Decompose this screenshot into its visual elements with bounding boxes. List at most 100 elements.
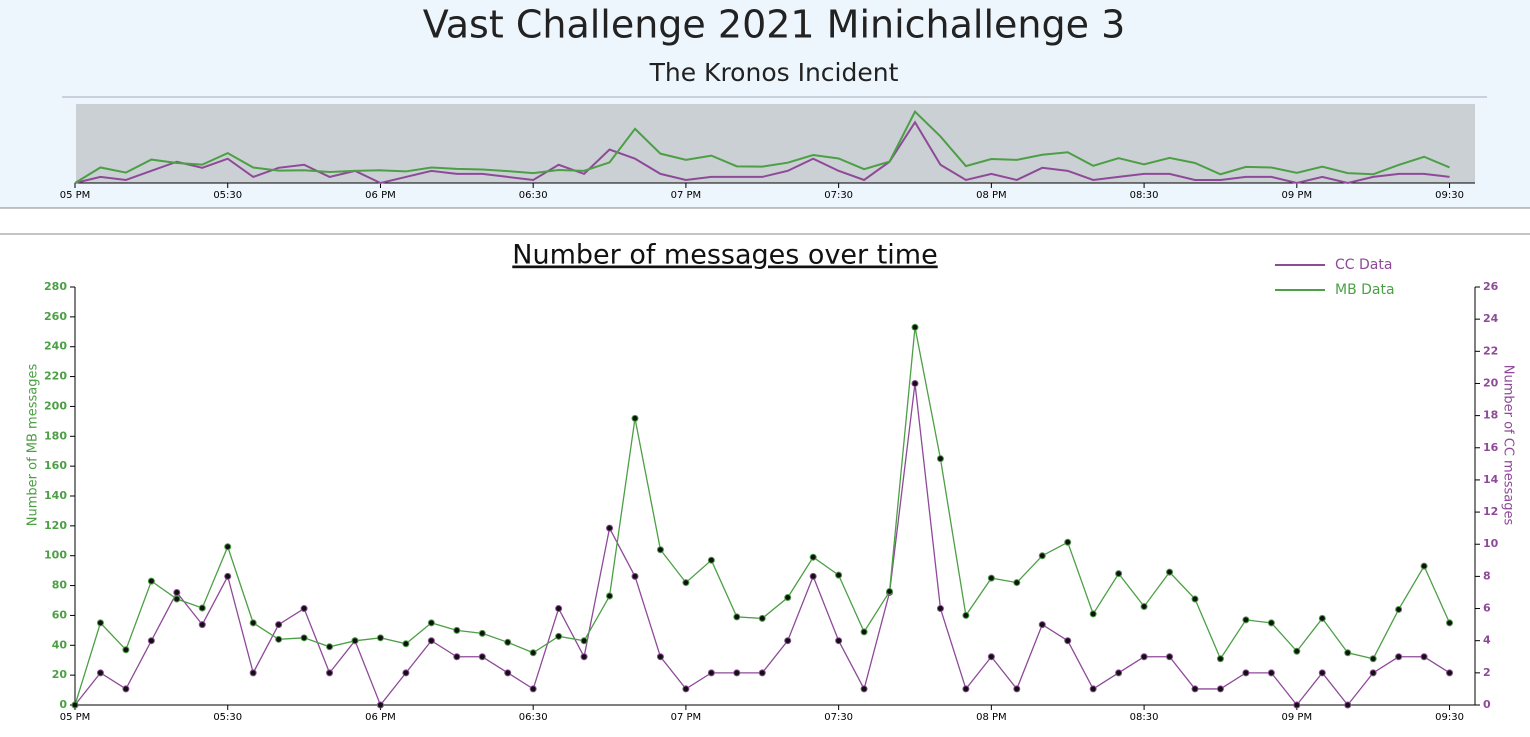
x-tick-label: 07:30 [824,190,853,201]
data-point [173,588,181,596]
data-point [911,323,919,331]
data-point [1140,653,1148,661]
y-tick-label: 140 [44,489,67,502]
data-point [580,653,588,661]
data-point [733,669,741,677]
chart-title: Number of messages over time [512,240,937,271]
y-tick-label: 240 [44,340,67,353]
data-point [147,637,155,645]
y2-tick-label: 16 [1483,441,1499,454]
x-tick-label: 08:30 [1130,712,1159,723]
data-point [275,635,283,643]
y-tick-label: 160 [44,459,67,472]
data-point [555,632,563,640]
y-tick-label: 280 [44,280,67,293]
y-tick-label: 260 [44,310,67,323]
data-point [224,572,232,580]
data-point [1395,605,1403,613]
data-point [1013,579,1021,587]
data-point [682,579,690,587]
data-point [529,649,537,657]
data-point [1369,669,1377,677]
y-tick-label: 0 [59,698,67,711]
data-point [1420,653,1428,661]
data-point [631,414,639,422]
y2-axis-label: Number of CC messages [1501,365,1516,526]
data-point [555,605,563,613]
data-point [1242,616,1250,624]
data-point [860,628,868,636]
data-point [147,577,155,585]
x-tick-label: 07:30 [824,712,853,723]
y-tick-label: 80 [52,579,68,592]
data-point [1446,619,1454,627]
data-point [733,613,741,621]
data-point [1369,655,1377,663]
data-point [860,685,868,693]
data-point [478,653,486,661]
series-line [74,327,1451,706]
data-point [1293,701,1301,709]
data-point [606,592,614,600]
data-point [1318,669,1326,677]
y2-tick-label: 22 [1483,344,1498,357]
data-point [1115,669,1123,677]
data-point [962,685,970,693]
y2-tick-label: 6 [1483,602,1491,615]
data-point [96,669,104,677]
data-point [580,637,588,645]
data-point [962,611,970,619]
x-tick-label: 06:30 [519,712,548,723]
data-point [326,669,334,677]
y2-tick-label: 20 [1483,376,1499,389]
data-point [1216,655,1224,663]
y2-tick-label: 14 [1483,473,1499,486]
data-point [936,605,944,613]
data-point [249,669,257,677]
data-point [427,619,435,627]
x-tick-label: 06 PM [365,190,396,201]
data-point [1013,685,1021,693]
data-point [682,685,690,693]
page-subtitle: The Kronos Incident [649,58,899,87]
y2-tick-label: 12 [1483,505,1498,518]
data-point [656,653,664,661]
data-point [1089,610,1097,618]
x-tick-label: 07 PM [671,190,702,201]
data-point [1344,701,1352,709]
data-point [1191,595,1199,603]
data-point [987,574,995,582]
data-point [1318,614,1326,622]
data-point [326,643,334,651]
data-point [886,588,894,596]
data-point [504,669,512,677]
data-point [1166,653,1174,661]
page-title: Vast Challenge 2021 Minichallenge 3 [423,3,1126,47]
data-point [809,553,817,561]
data-point [835,571,843,579]
y2-tick-label: 0 [1483,698,1491,711]
data-point [1267,669,1275,677]
y2-tick-label: 2 [1483,666,1491,679]
y-tick-label: 20 [52,668,68,681]
y2-tick-label: 8 [1483,569,1491,582]
data-point [96,619,104,627]
data-point [300,634,308,642]
x-tick-label: 05:30 [213,712,242,723]
data-point [1038,552,1046,560]
data-point [1064,538,1072,546]
data-point [631,572,639,580]
y-axis-label: Number of MB messages [26,364,41,527]
data-point [758,669,766,677]
data-point [758,614,766,622]
data-point [1395,653,1403,661]
x-tick-label: 08:30 [1130,190,1159,201]
data-point [275,621,283,629]
data-point [122,646,130,654]
data-point [71,701,79,709]
legend-label: MB Data [1335,282,1395,298]
x-tick-label: 09:30 [1435,712,1464,723]
x-tick-label: 05:30 [213,190,242,201]
data-point [427,637,435,645]
x-tick-label: 06:30 [519,190,548,201]
